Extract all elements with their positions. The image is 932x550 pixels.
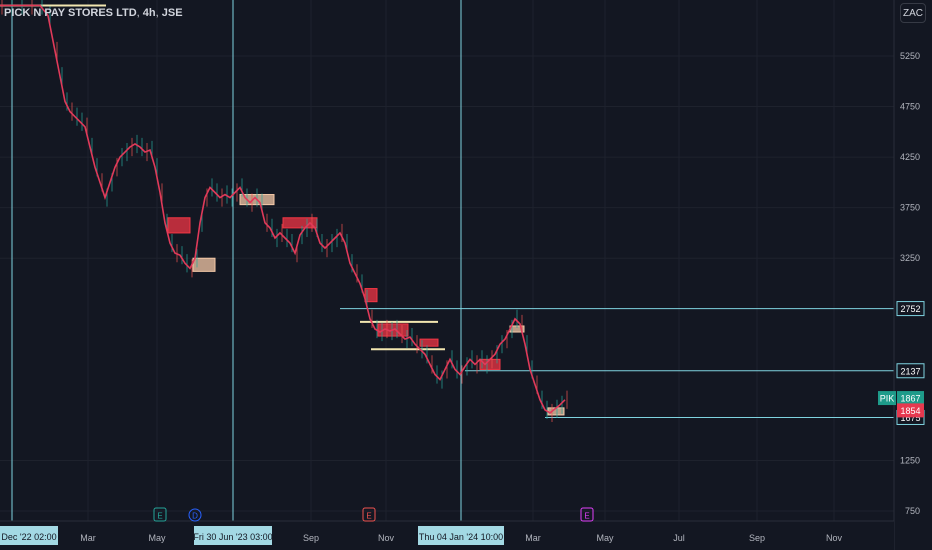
price-axis-background — [894, 0, 932, 550]
event-marker-label: E — [584, 512, 589, 521]
bearish-zone — [167, 217, 191, 234]
bullish-zone — [192, 257, 216, 272]
earnings-marker[interactable] — [580, 507, 594, 522]
x-tick-label: Nov — [826, 533, 843, 543]
title-sep-1: , — [136, 7, 143, 19]
y-tick-label: 5250 — [900, 51, 920, 61]
symbol-name: PICK N PAY STORES LTD — [4, 7, 137, 19]
dividend-marker[interactable] — [188, 508, 202, 522]
interval-label: 4h — [142, 7, 156, 19]
y-tick-label: 1250 — [900, 455, 920, 465]
highlighted-time-box — [418, 526, 504, 545]
x-tick-label: Sep — [303, 533, 319, 543]
x-tick-label: Mar — [80, 533, 96, 543]
level-label: 2752 — [900, 304, 920, 314]
bearish-zone — [364, 288, 378, 303]
current-price-label: 1854 — [900, 406, 920, 416]
y-tick-label: 3750 — [900, 203, 920, 213]
x-tick-label: Jul — [673, 533, 685, 543]
x-tick-label: Sep — [749, 533, 765, 543]
x-tick-label: Mar — [525, 533, 541, 543]
level-label-box — [896, 301, 925, 317]
earnings-marker[interactable] — [153, 507, 167, 522]
level-label: 1675 — [900, 413, 920, 423]
highlighted-time-box — [194, 526, 272, 545]
highlighted-time-label: Dec '22 02:00 — [1, 532, 56, 542]
bearish-zone — [419, 338, 439, 347]
highlighted-time-label: Fri 30 Jun '23 03:00 — [193, 532, 272, 542]
y-tick-label: 750 — [905, 506, 920, 516]
x-tick-label: May — [148, 533, 166, 543]
event-marker-label: D — [192, 512, 198, 521]
y-tick-label: 3250 — [900, 253, 920, 263]
exchange-label: JSE — [161, 7, 183, 19]
earnings-marker[interactable] — [362, 507, 376, 522]
event-marker-label: E — [157, 512, 162, 521]
event-marker-label: E — [366, 512, 371, 521]
y-tick-label: 4250 — [900, 152, 920, 162]
last-price-label: 1867 — [900, 394, 920, 404]
last-price-box — [897, 391, 924, 406]
chart-title: PICK N PAY STORES LTD, 4h, JSE — [4, 7, 183, 19]
symbol-tag: PIK — [880, 394, 895, 404]
current-price-box — [897, 403, 924, 418]
level-label-box — [896, 363, 925, 379]
x-tick-label: May — [596, 533, 614, 543]
y-tick-label: 4750 — [900, 102, 920, 112]
level-label: 2137 — [900, 366, 920, 376]
currency-button[interactable]: ZAC — [900, 3, 926, 23]
symbol-tag-box — [878, 391, 896, 406]
x-tick-label: Nov — [378, 533, 395, 543]
highlighted-time-label: Thu 04 Jan '24 10:00 — [419, 532, 503, 542]
highlighted-time-box — [0, 526, 58, 545]
price-series-line — [0, 4, 566, 414]
